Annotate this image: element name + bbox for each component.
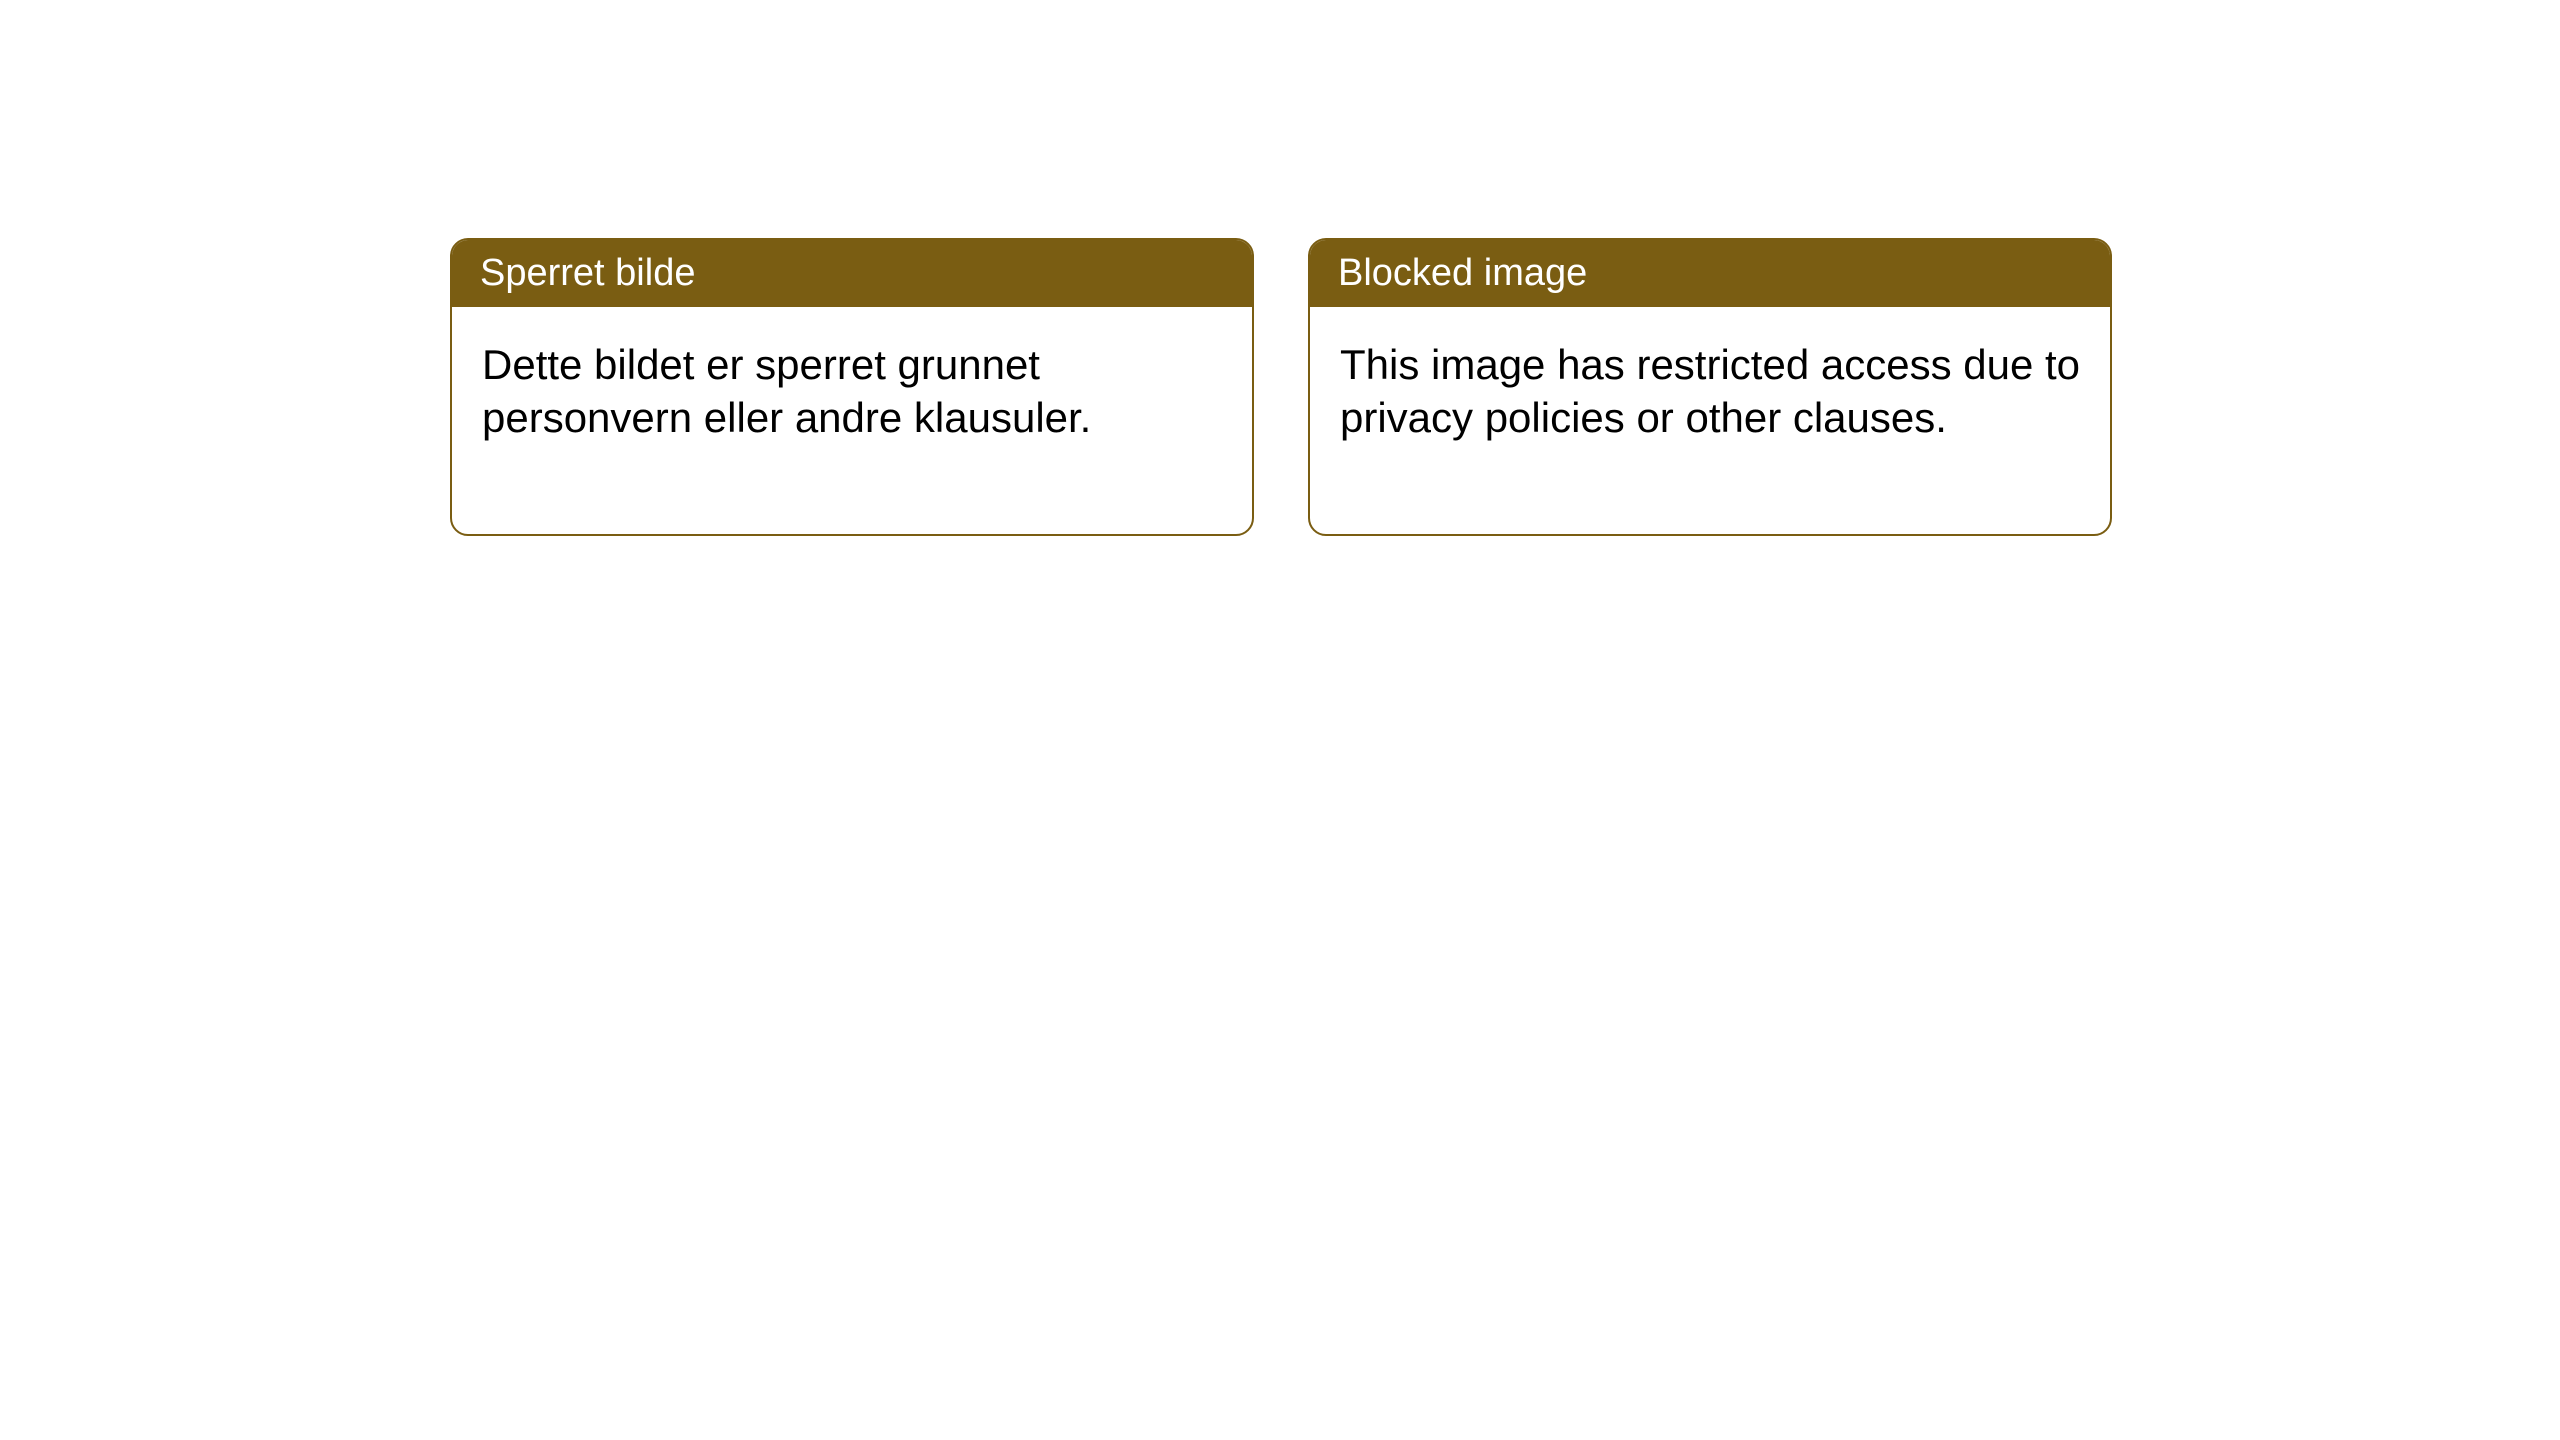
notice-card-body: Dette bildet er sperret grunnet personve… (452, 307, 1252, 534)
notice-card-header: Sperret bilde (452, 240, 1252, 307)
notice-card-english: Blocked image This image has restricted … (1308, 238, 2112, 536)
notice-card-norwegian: Sperret bilde Dette bildet er sperret gr… (450, 238, 1254, 536)
notice-card-header: Blocked image (1310, 240, 2110, 307)
notice-cards-container: Sperret bilde Dette bildet er sperret gr… (450, 238, 2112, 536)
notice-card-body: This image has restricted access due to … (1310, 307, 2110, 534)
